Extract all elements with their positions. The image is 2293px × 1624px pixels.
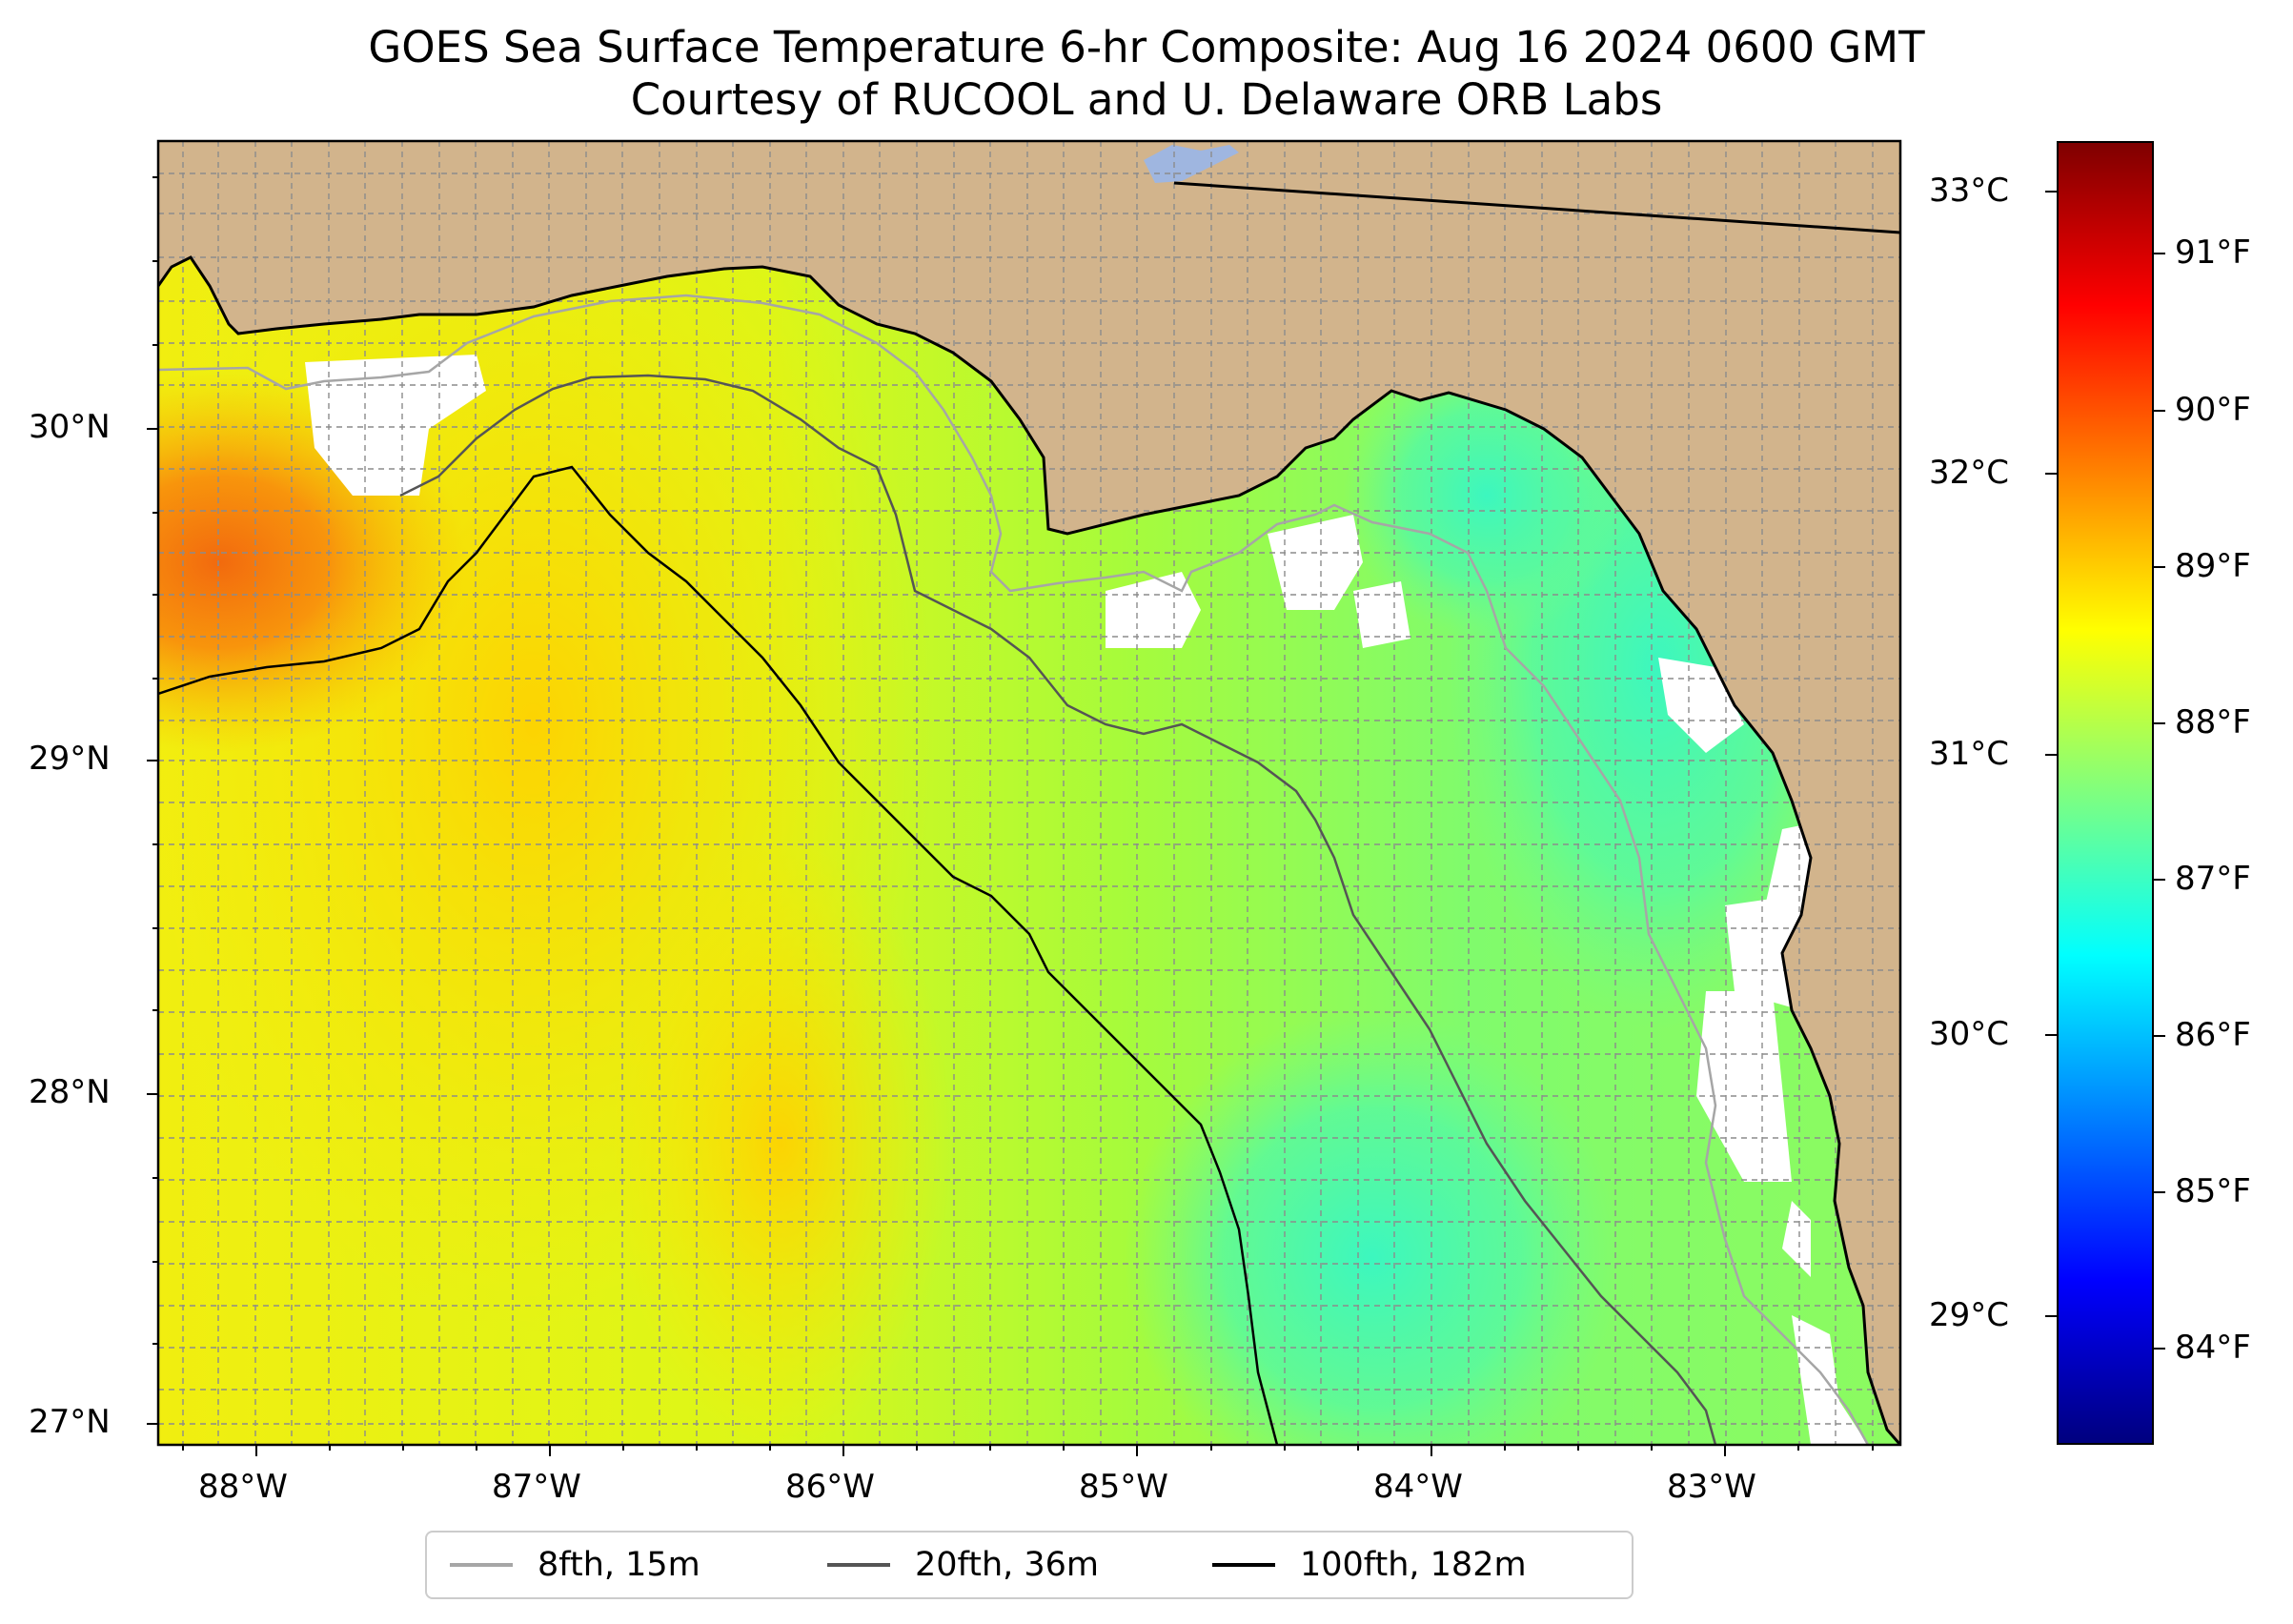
colorbar-fahrenheit-tick: [2154, 1348, 2165, 1350]
y-tick-label: 29°N: [29, 740, 111, 778]
colorbar-fahrenheit-label: 91°F: [2175, 233, 2251, 272]
colorbar-celsius-label: 33°C: [1929, 172, 2010, 210]
cool-sea-region: [1125, 1010, 1620, 1445]
state-border: [1173, 181, 1900, 234]
colorbar-celsius-tick: [2045, 754, 2057, 756]
x-tick-label: 84°W: [1373, 1468, 1463, 1506]
y-tick-label: 28°N: [29, 1073, 111, 1111]
colorbar-fahrenheit-tick: [2154, 879, 2165, 881]
colorbar-fahrenheit-label: 87°F: [2175, 860, 2251, 898]
map-area: [158, 141, 1900, 1445]
map-frame: [156, 139, 1902, 1447]
colorbar-fahrenheit-tick: [2154, 1035, 2165, 1037]
isobath-20fth: [399, 374, 1717, 1445]
legend-item-20fth: 20fth, 36m: [827, 1533, 1099, 1597]
y-tick-label: 30°N: [29, 408, 111, 446]
legend-label: 20fth, 36m: [915, 1546, 1100, 1584]
legend-item-8fth: 8fth, 15m: [450, 1533, 700, 1597]
colorbar-fahrenheit-tick: [2154, 410, 2165, 412]
colorbar-celsius-tick: [2045, 473, 2057, 475]
colorbar-fahrenheit-tick: [2154, 722, 2165, 724]
grid-lines: [158, 141, 1900, 1445]
colorbar-celsius-label: 32°C: [1929, 454, 2010, 492]
colorbar-celsius-tick: [2045, 1034, 2057, 1036]
colorbar-fahrenheit-label: 86°F: [2175, 1016, 2251, 1054]
x-tick-label: 88°W: [198, 1468, 288, 1506]
colorbar-fahrenheit-label: 85°F: [2175, 1172, 2251, 1210]
x-tick-label: 87°W: [492, 1468, 581, 1506]
colorbar-fahrenheit-label: 90°F: [2175, 391, 2251, 429]
colorbar-celsius-tick: [2045, 1315, 2057, 1317]
colorbar-celsius-label: 29°C: [1929, 1296, 2010, 1334]
isobath-8fth: [158, 294, 1870, 1445]
legend-swatch: [1212, 1563, 1275, 1567]
colorbar-fahrenheit-label: 88°F: [2175, 703, 2251, 741]
title-line-2: Courtesy of RUCOOL and U. Delaware ORB L…: [630, 74, 1663, 125]
legend-item-100fth: 100fth, 182m: [1212, 1533, 1527, 1597]
chart-title: GOES Sea Surface Temperature 6-hr Compos…: [0, 21, 2293, 126]
legend-swatch: [827, 1563, 890, 1567]
colorbar-fahrenheit-tick: [2154, 566, 2165, 568]
y-tick-label: 27°N: [29, 1403, 111, 1441]
colorbar-celsius-label: 31°C: [1929, 735, 2010, 773]
colorbar-fahrenheit-tick: [2154, 253, 2165, 254]
x-tick-label: 85°W: [1079, 1468, 1168, 1506]
x-tick-label: 86°W: [785, 1468, 875, 1506]
x-tick-label: 83°W: [1667, 1468, 1756, 1506]
colorbar-celsius-tick: [2045, 191, 2057, 193]
isobath-legend: 8fth, 15m 20fth, 36m 100fth, 182m: [425, 1531, 1634, 1599]
colorbar-fahrenheit-label: 89°F: [2175, 547, 2251, 585]
legend-label: 100fth, 182m: [1300, 1546, 1527, 1584]
legend-label: 8fth, 15m: [538, 1546, 700, 1584]
warm-sea-band: [610, 839, 953, 1445]
y-tick-marks: [147, 176, 158, 1425]
colorbar-celsius-label: 30°C: [1929, 1015, 2010, 1053]
coastline: [158, 255, 1900, 1445]
x-tick-marks: [182, 1445, 1874, 1456]
colorbar-fahrenheit-tick: [2154, 1191, 2165, 1193]
title-line-1: GOES Sea Surface Temperature 6-hr Compos…: [368, 22, 1925, 72]
legend-swatch: [450, 1563, 513, 1567]
isobath-100fth: [158, 465, 1279, 1445]
colorbar: [2057, 141, 2154, 1445]
colorbar-fahrenheit-label: 84°F: [2175, 1329, 2251, 1367]
